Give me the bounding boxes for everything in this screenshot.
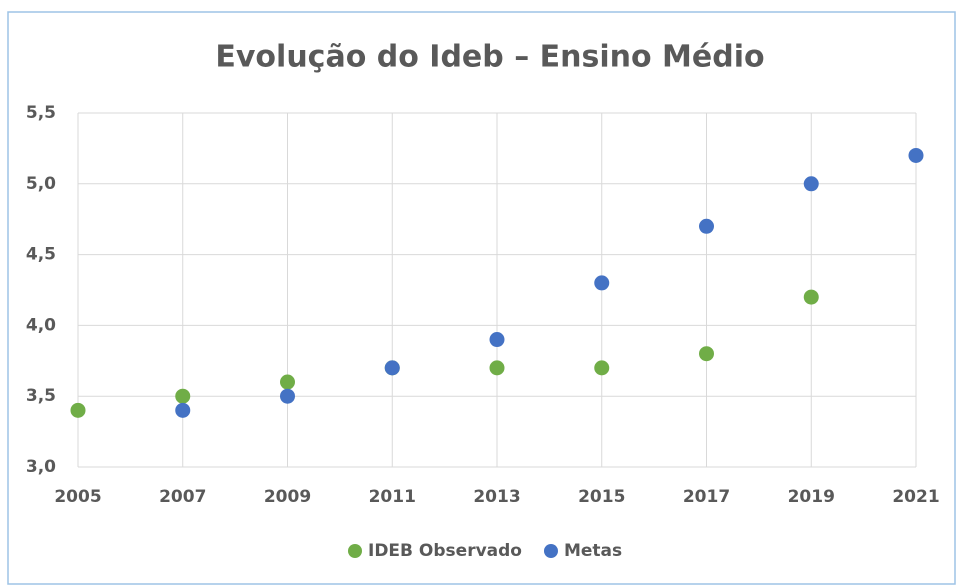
point	[594, 275, 610, 291]
chart-border	[7, 11, 956, 585]
y-tick-label: 5,5	[26, 103, 56, 123]
chart-title: Evolução do Ideb – Ensino Médio	[215, 40, 764, 75]
y-tick-label: 4,5	[26, 245, 56, 265]
point	[699, 346, 714, 362]
point	[699, 218, 714, 234]
point	[70, 402, 86, 418]
point	[175, 402, 191, 418]
x-tick-label: 2011	[369, 487, 416, 507]
point	[594, 360, 610, 376]
legend-marker	[543, 544, 558, 558]
x-tick-label: 2015	[578, 487, 625, 507]
legend-label: IDEB Observado	[368, 541, 522, 561]
x-tick-label: 2021	[892, 487, 939, 507]
point	[489, 332, 505, 348]
point	[280, 388, 295, 404]
point	[384, 360, 400, 376]
point	[803, 289, 819, 305]
legend-marker	[348, 544, 362, 558]
y-tick-label: 3,5	[26, 386, 56, 406]
point	[908, 147, 924, 163]
point	[280, 374, 295, 390]
legend-label: Metas	[564, 541, 622, 561]
point	[489, 360, 505, 376]
point	[803, 176, 819, 192]
x-tick-label: 2007	[159, 487, 206, 507]
y-tick-label: 4,0	[26, 315, 56, 335]
x-tick-label: 2009	[264, 487, 311, 507]
point	[175, 388, 191, 404]
y-tick-label: 5,0	[26, 174, 56, 194]
x-tick-label: 2017	[683, 487, 730, 507]
y-tick-label: 3,0	[26, 457, 56, 477]
x-tick-label: 2013	[473, 487, 520, 507]
x-tick-label: 2005	[54, 487, 101, 507]
x-tick-label: 2019	[788, 487, 835, 507]
